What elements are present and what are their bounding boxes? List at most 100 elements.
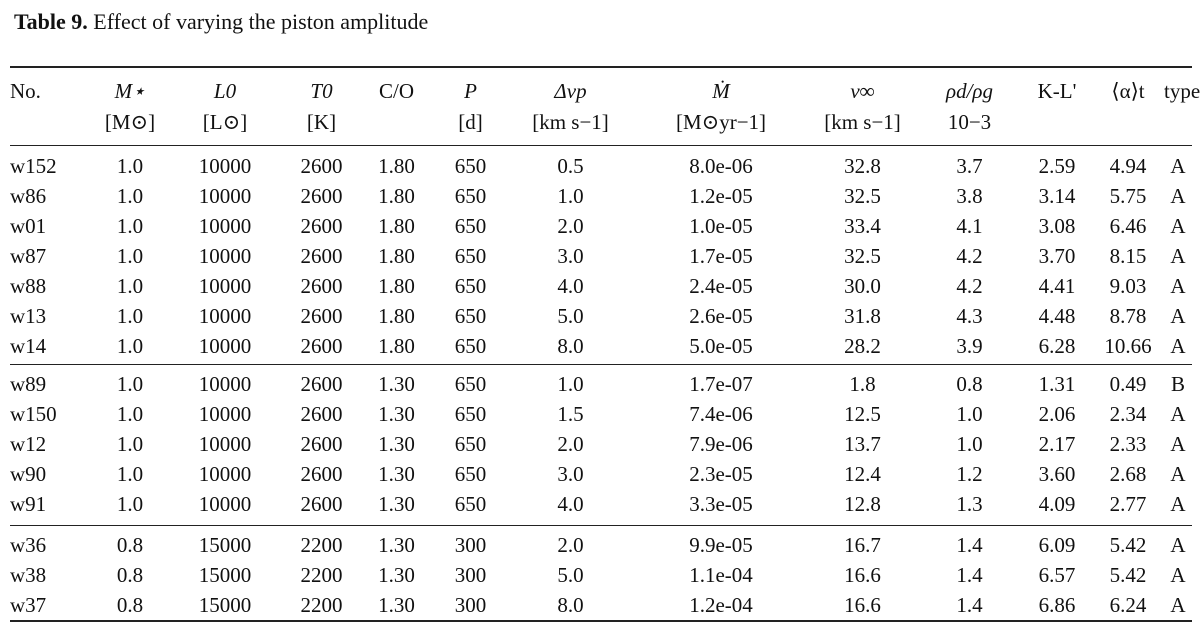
cell-type: A [1170, 334, 1186, 358]
cell-mass-loss-rate: 1.2e-05 [689, 184, 753, 208]
cell-type: A [1170, 304, 1186, 328]
unit-dust-gas-ratio: 10−3 [947, 110, 992, 134]
cell-period: 650 [454, 214, 487, 238]
cell-alpha: 5.42 [1109, 533, 1147, 557]
cell-temperature: 2600 [300, 492, 343, 516]
cell-dust-gas-ratio: 1.0 [956, 402, 983, 426]
cell-piston-amplitude: 8.0 [557, 334, 584, 358]
cell-terminal-velocity: 32.5 [844, 184, 881, 208]
cell-mass-loss-rate: 2.3e-05 [689, 462, 753, 486]
unit-terminal-velocity: [km s−1] [824, 110, 901, 134]
col-header-type: type [1164, 79, 1200, 103]
cell-type: A [1170, 533, 1186, 557]
cell-mass: 1.0 [116, 334, 144, 358]
cell-mass-loss-rate: 5.0e-05 [689, 334, 753, 358]
cell-temperature: 2600 [300, 462, 343, 486]
cell-type: A [1170, 492, 1186, 516]
cell-alpha: 8.15 [1109, 244, 1147, 268]
cell-no: w36 [10, 533, 47, 557]
cell-piston-amplitude: 1.0 [557, 372, 584, 396]
cell-period: 650 [454, 372, 487, 396]
cell-mass: 1.0 [116, 304, 144, 328]
cell-temperature: 2600 [300, 154, 343, 178]
cell-dust-gas-ratio: 1.0 [956, 432, 983, 456]
cell-piston-amplitude: 8.0 [557, 593, 584, 617]
table-row: w12 1.0 10000 2600 1.30 650 2.0 7.9e-06 13.7 1.0 2… [10, 429, 1192, 459]
table-row: w38 0.8 15000 2200 1.30 300 5.0 1.1e-04 16.6 1.4 6… [10, 560, 1192, 590]
col-header-period: P [464, 79, 477, 103]
cell-type: A [1170, 563, 1186, 587]
unit-mass: [M⊙] [104, 110, 156, 134]
cell-no: w01 [10, 214, 47, 238]
cell-type: B [1170, 372, 1185, 396]
cell-terminal-velocity: 32.8 [844, 154, 881, 178]
cell-temperature: 2600 [300, 334, 343, 358]
table-row: w37 0.8 15000 2200 1.30 300 8.0 1.2e-04 16.6 1.4 6… [10, 590, 1192, 620]
cell-terminal-velocity: 28.2 [844, 334, 881, 358]
cell-mass: 1.0 [116, 214, 144, 238]
cell-alpha: 8.78 [1109, 304, 1147, 328]
cell-terminal-velocity: 32.5 [844, 244, 881, 268]
cell-type: A [1170, 593, 1186, 617]
cell-piston-amplitude: 3.0 [557, 244, 584, 268]
col-header-luminosity: L0 [213, 79, 237, 103]
cell-no: w90 [10, 462, 47, 486]
cell-temperature: 2600 [300, 432, 343, 456]
table-row: w14 1.0 10000 2600 1.80 650 8.0 5.0e-05 28.2 3.9 6… [10, 331, 1192, 361]
cell-type: A [1170, 462, 1186, 486]
table-row: w152 1.0 10000 2600 1.80 650 0.5 8.0e-06 32.8 3.7… [10, 151, 1192, 181]
cell-period: 650 [454, 154, 487, 178]
cell-terminal-velocity: 12.5 [844, 402, 881, 426]
cell-mass-loss-rate: 1.2e-04 [689, 593, 753, 617]
col-header-k-l-color: K-L' [1037, 79, 1077, 103]
cell-terminal-velocity: 33.4 [844, 214, 881, 238]
top-rule [10, 66, 1192, 68]
cell-piston-amplitude: 4.0 [557, 492, 584, 516]
col-header-terminal-velocity: v∞ [850, 79, 875, 103]
cell-luminosity: 15000 [198, 563, 252, 587]
cell-luminosity: 10000 [198, 244, 252, 268]
cell-co-ratio: 1.30 [378, 432, 415, 456]
cell-type: A [1170, 214, 1186, 238]
cell-mass-loss-rate: 3.3e-05 [689, 492, 753, 516]
cell-temperature: 2600 [300, 214, 343, 238]
cell-dust-gas-ratio: 1.4 [956, 593, 983, 617]
cell-mass: 1.0 [116, 372, 144, 396]
cell-mass: 1.0 [116, 432, 144, 456]
cell-alpha: 0.49 [1109, 372, 1147, 396]
cell-mass: 0.8 [116, 593, 144, 617]
unit-co-ratio [359, 107, 434, 138]
cell-temperature: 2200 [300, 593, 343, 617]
cell-dust-gas-ratio: 0.8 [956, 372, 983, 396]
cell-terminal-velocity: 13.7 [844, 432, 881, 456]
cell-luminosity: 10000 [198, 304, 252, 328]
cell-alpha: 6.46 [1109, 214, 1147, 238]
cell-alpha: 4.94 [1109, 154, 1147, 178]
cell-luminosity: 10000 [198, 274, 252, 298]
cell-mass: 1.0 [116, 154, 144, 178]
cell-type: A [1170, 402, 1186, 426]
cell-alpha: 2.77 [1109, 492, 1147, 516]
header-row-symbols: No. M⋆ L0 T0 C/O P Δvp Ṁ v∞ ρd/ρg K-L' ⟨… [10, 76, 1200, 107]
table-row: w91 1.0 10000 2600 1.30 650 4.0 3.3e-05 12.8 1.3 4… [10, 489, 1192, 519]
col-header-alpha: ⟨α⟩t [1111, 79, 1145, 103]
cell-k-l-color: 3.14 [1038, 184, 1076, 208]
cell-co-ratio: 1.80 [378, 334, 415, 358]
cell-k-l-color: 1.31 [1038, 372, 1076, 396]
cell-mass-loss-rate: 7.9e-06 [689, 432, 753, 456]
table-row: w89 1.0 10000 2600 1.30 650 1.0 1.7e-07 1.8 0.8 1.… [10, 369, 1192, 399]
cell-mass-loss-rate: 1.7e-07 [689, 372, 753, 396]
cell-piston-amplitude: 2.0 [557, 533, 584, 557]
cell-dust-gas-ratio: 3.7 [956, 154, 983, 178]
cell-piston-amplitude: 2.0 [557, 214, 584, 238]
caption-text: Effect of varying the piston amplitude [93, 9, 429, 34]
cell-k-l-color: 2.06 [1038, 402, 1076, 426]
cell-no: w91 [10, 492, 47, 516]
cell-alpha: 10.66 [1104, 334, 1152, 358]
cell-mass-loss-rate: 9.9e-05 [689, 533, 753, 557]
table-group-3: w36 0.8 15000 2200 1.30 300 2.0 9.9e-05 16.7 1.4 6… [10, 530, 1192, 620]
cell-luminosity: 10000 [198, 432, 252, 456]
table-row: w86 1.0 10000 2600 1.80 650 1.0 1.2e-05 32.5 3.8 3… [10, 181, 1192, 211]
cell-luminosity: 10000 [198, 462, 252, 486]
